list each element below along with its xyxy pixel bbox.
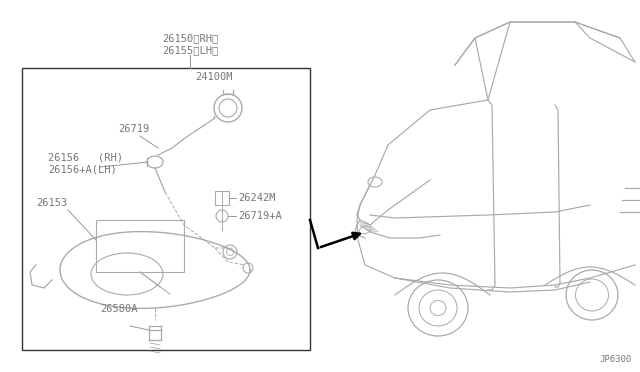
Text: 26156   (RH): 26156 (RH)	[48, 153, 123, 163]
Text: 26156+A(LH): 26156+A(LH)	[48, 165, 116, 175]
Text: 26719+A: 26719+A	[238, 211, 282, 221]
Text: 26719: 26719	[118, 124, 149, 134]
Bar	[96, 220, 184, 272]
Text: 26155〈LH〉: 26155〈LH〉	[162, 45, 218, 55]
Text: 26150〈RH〉: 26150〈RH〉	[162, 33, 218, 43]
Bar	[22, 68, 310, 350]
Text: 26153: 26153	[36, 198, 67, 208]
Text: 26242M: 26242M	[238, 193, 275, 203]
Ellipse shape	[408, 280, 468, 336]
Text: 24100M: 24100M	[195, 72, 232, 82]
Text: 26580A: 26580A	[100, 304, 138, 314]
Ellipse shape	[566, 270, 618, 320]
Text: JP6300: JP6300	[600, 355, 632, 364]
Bar	[215, 191, 229, 205]
